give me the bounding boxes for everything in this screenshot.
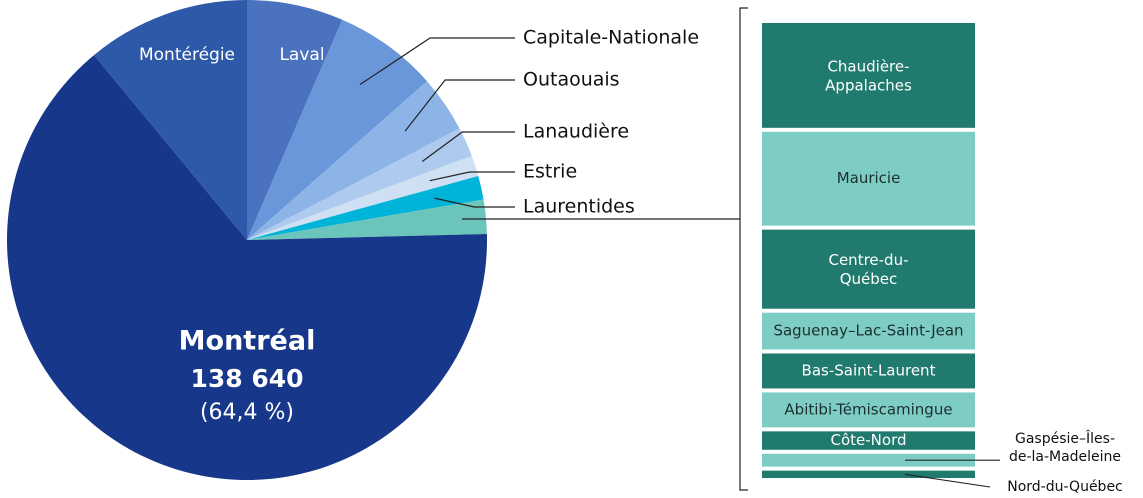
pie-slice: [247, 0, 343, 240]
leader-line: [421, 131, 515, 163]
slice-label: Montérégie: [139, 45, 235, 65]
bar-label: Nord-du-Québec: [1007, 479, 1123, 495]
bar-label: Côte-Nord: [831, 431, 907, 449]
slice-label: Outaouais: [523, 69, 620, 91]
bar-label: Centre-du-Québec: [828, 251, 908, 288]
bar-segment: [762, 312, 975, 350]
leader-line: [429, 171, 515, 182]
bar-segment: [762, 23, 975, 128]
bar-segment: [762, 431, 975, 450]
leader-line: [434, 197, 515, 208]
pie-slice: [247, 175, 484, 240]
bar-label: Bas-Saint-Laurent: [802, 361, 936, 379]
bar-label: Chaudière-Appalaches: [825, 57, 912, 94]
slice-count: 138 640: [190, 364, 303, 393]
pie-slice: [247, 155, 479, 240]
bar-label: Saguenay–Lac-Saint-Jean: [773, 322, 963, 340]
pie-slice: [247, 19, 428, 240]
pie-slice: [94, 0, 247, 240]
bar-segment: [762, 229, 975, 309]
pie-slice: [7, 55, 488, 480]
bar-label: Mauricie: [837, 169, 901, 187]
bar-label: Gaspésie–Îles-de-la-Madeleine: [1009, 429, 1121, 465]
bar-segment: [762, 453, 975, 467]
bar-segment: [762, 131, 975, 226]
slice-label: Capitale-Nationale: [523, 27, 699, 49]
pie-slice: [247, 128, 472, 240]
bar-segment: [762, 470, 975, 478]
leader-line: [404, 79, 515, 132]
slice-label: Montréal: [179, 326, 316, 357]
bar-segment: [762, 353, 975, 389]
slice-label: Lanaudière: [523, 121, 629, 143]
pie-slice: [247, 81, 460, 240]
slice-value: (64,4 %): [200, 400, 294, 425]
pie-slice: [247, 199, 487, 240]
leader-line: [904, 473, 991, 488]
leader-line: [359, 37, 515, 86]
bar-segment: [762, 392, 975, 428]
slice-label: Laval: [279, 45, 324, 65]
slice-label: Estrie: [523, 161, 577, 183]
bar-label: Abitibi-Témiscamingue: [784, 400, 952, 418]
slice-label: Laurentides: [523, 196, 635, 218]
bracket: [739, 7, 748, 491]
